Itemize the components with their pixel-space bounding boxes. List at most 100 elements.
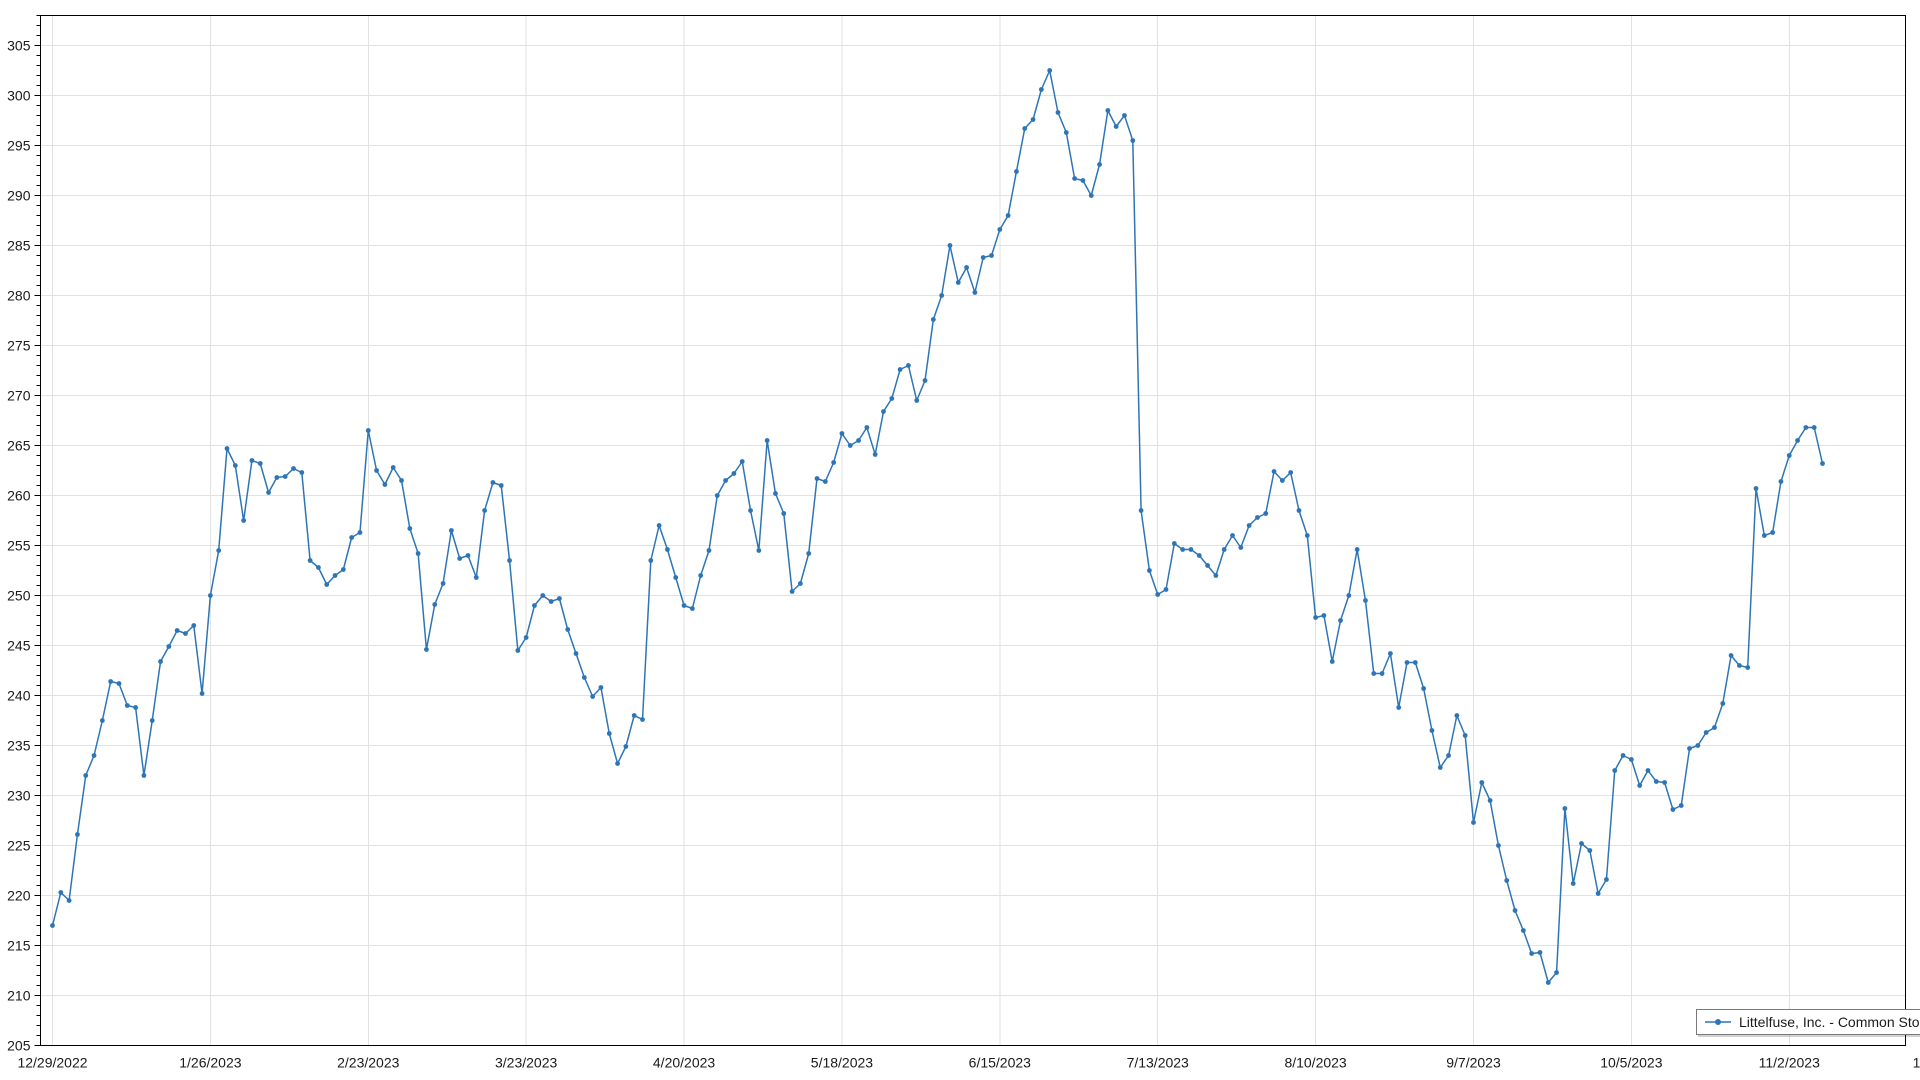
data-point-marker[interactable] <box>482 508 488 513</box>
data-point-marker[interactable] <box>822 479 828 484</box>
data-point-marker[interactable] <box>814 476 820 481</box>
data-point-marker[interactable] <box>299 470 305 475</box>
data-point-marker[interactable] <box>1512 908 1518 913</box>
data-point-marker[interactable] <box>357 530 363 535</box>
data-point-marker[interactable] <box>382 482 388 487</box>
data-point-marker[interactable] <box>158 659 163 664</box>
data-point-marker[interactable] <box>141 773 147 778</box>
data-point-marker[interactable] <box>1213 573 1219 578</box>
data-point-marker[interactable] <box>465 553 471 558</box>
data-point-marker[interactable] <box>681 603 687 608</box>
series-line-littelfuse[interactable] <box>51 69 1824 984</box>
data-point-marker[interactable] <box>1662 780 1668 785</box>
data-point-marker[interactable] <box>183 631 188 636</box>
data-point-marker[interactable] <box>731 471 737 476</box>
data-point-marker[interactable] <box>1421 686 1427 691</box>
data-point-marker[interactable] <box>930 317 936 322</box>
data-point-marker[interactable] <box>1820 461 1825 466</box>
data-point-marker[interactable] <box>1761 533 1767 538</box>
data-point-marker[interactable] <box>1570 881 1576 886</box>
data-point-marker[interactable] <box>1412 660 1418 665</box>
data-point-marker[interactable] <box>274 475 280 480</box>
data-point-marker[interactable] <box>316 565 321 570</box>
data-point-marker[interactable] <box>1271 469 1277 474</box>
data-point-marker[interactable] <box>997 227 1003 232</box>
data-point-marker[interactable] <box>631 713 637 718</box>
data-point-marker[interactable] <box>1770 530 1776 535</box>
data-point-marker[interactable] <box>1745 665 1751 670</box>
data-point-marker[interactable] <box>714 493 720 498</box>
data-point-marker[interactable] <box>1579 841 1584 846</box>
data-point-marker[interactable] <box>897 367 903 372</box>
data-point-marker[interactable] <box>615 761 620 766</box>
data-point-marker[interactable] <box>1695 743 1701 748</box>
data-point-marker[interactable] <box>374 468 379 473</box>
data-point-marker[interactable] <box>1454 713 1460 718</box>
data-point-marker[interactable] <box>1147 568 1152 573</box>
data-point-marker[interactable] <box>806 551 812 556</box>
data-point-marker[interactable] <box>1811 425 1817 430</box>
data-point-marker[interactable] <box>507 558 512 563</box>
data-point-marker[interactable] <box>1088 193 1094 198</box>
data-point-marker[interactable] <box>756 548 762 553</box>
data-point-marker[interactable] <box>1479 780 1485 785</box>
data-point-marker[interactable] <box>1238 545 1244 550</box>
data-point-marker[interactable] <box>66 898 72 903</box>
data-point-marker[interactable] <box>623 744 629 749</box>
data-series-group[interactable] <box>50 68 1825 985</box>
data-point-marker[interactable] <box>1163 587 1169 592</box>
data-point-marker[interactable] <box>266 490 271 495</box>
data-point-marker[interactable] <box>1496 843 1501 848</box>
data-point-marker[interactable] <box>939 293 945 298</box>
data-point-marker[interactable] <box>133 705 139 710</box>
data-point-marker[interactable] <box>1022 126 1028 131</box>
data-point-marker[interactable] <box>1014 169 1019 174</box>
data-point-marker[interactable] <box>789 589 795 594</box>
data-point-marker[interactable] <box>257 461 263 466</box>
data-point-marker[interactable] <box>922 378 928 383</box>
data-point-marker[interactable] <box>1529 951 1535 956</box>
data-point-marker[interactable] <box>606 731 612 736</box>
data-point-marker[interactable] <box>648 558 654 563</box>
data-point-marker[interactable] <box>1288 470 1294 475</box>
data-point-marker[interactable] <box>1504 878 1510 883</box>
data-point-marker[interactable] <box>781 511 787 516</box>
data-point-marker[interactable] <box>689 606 695 611</box>
data-point-marker[interactable] <box>1545 980 1551 985</box>
data-point-marker[interactable] <box>432 602 438 607</box>
data-point-marker[interactable] <box>1205 563 1210 568</box>
data-point-marker[interactable] <box>232 463 238 468</box>
data-point-marker[interactable] <box>1429 728 1435 733</box>
data-point-marker[interactable] <box>573 651 579 656</box>
data-point-marker[interactable] <box>1462 733 1468 738</box>
data-point-marker[interactable] <box>216 548 222 553</box>
data-point-marker[interactable] <box>947 243 953 248</box>
data-point-marker[interactable] <box>1113 124 1119 129</box>
data-point-marker[interactable] <box>847 443 853 448</box>
data-point-marker[interactable] <box>1753 486 1759 491</box>
data-point-marker[interactable] <box>1628 757 1634 762</box>
data-point-marker[interactable] <box>1645 768 1651 773</box>
data-point-marker[interactable] <box>706 548 712 553</box>
data-point-marker[interactable] <box>1795 438 1800 443</box>
data-point-marker[interactable] <box>282 474 288 479</box>
data-point-marker[interactable] <box>1520 928 1526 933</box>
data-point-marker[interactable] <box>881 409 886 414</box>
data-point-marker[interactable] <box>1354 547 1360 552</box>
data-point-marker[interactable] <box>1387 651 1393 656</box>
data-point-marker[interactable] <box>1537 950 1543 955</box>
data-point-marker[interactable] <box>1379 671 1385 676</box>
data-point-marker[interactable] <box>540 593 546 598</box>
data-point-marker[interactable] <box>1562 806 1568 811</box>
data-point-marker[interactable] <box>723 478 728 483</box>
data-point-marker[interactable] <box>124 703 130 708</box>
data-point-marker[interactable] <box>1155 592 1161 597</box>
data-point-marker[interactable] <box>1005 213 1011 218</box>
data-point-marker[interactable] <box>1171 541 1177 546</box>
data-point-marker[interactable] <box>515 648 521 653</box>
data-point-marker[interactable] <box>764 438 770 443</box>
data-point-marker[interactable] <box>581 675 587 680</box>
data-point-marker[interactable] <box>1329 659 1335 664</box>
data-point-marker[interactable] <box>1620 753 1626 758</box>
data-point-marker[interactable] <box>116 681 122 686</box>
